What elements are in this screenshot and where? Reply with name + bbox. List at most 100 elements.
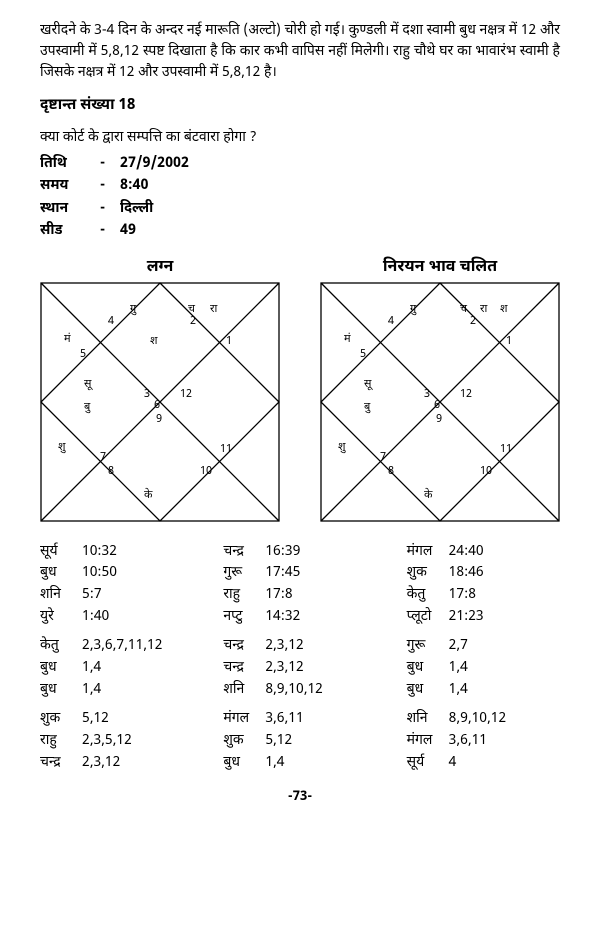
row-value: 1,4	[449, 679, 468, 701]
row-value: 2,3,5,12	[82, 730, 132, 752]
chart-label: 2	[190, 315, 196, 329]
chart-label: 1	[226, 335, 232, 349]
row-value: 10:32	[82, 541, 117, 563]
row-key: मंगल	[407, 730, 449, 752]
body-paragraph: खरीदने के 3-4 दिन के अन्दर नई मारूति (अल…	[40, 20, 560, 83]
chart-nirayan: गुचराश42मं15सू3126बु9शु711810के	[320, 282, 560, 522]
row-value: 18:46	[449, 562, 484, 584]
table-row: सूर्य4	[407, 752, 560, 774]
page-number: -73-	[40, 789, 560, 806]
table-row: शनि8,9,10,12	[223, 679, 376, 701]
table-col-1: सूर्य10:32बुध10:50शनि5:7युरे1:40केतु2,3,…	[40, 541, 193, 774]
table-row: सूर्य10:32	[40, 541, 193, 563]
chart-nirayan-title: निरयन भाव चलित	[320, 257, 560, 278]
table-row: केतु2,3,6,7,11,12	[40, 635, 193, 657]
chart-label: 11	[500, 443, 512, 457]
chart-label: 8	[108, 465, 114, 479]
chart-label: 6	[434, 399, 440, 413]
chart-label: मं	[64, 332, 71, 347]
row-value: 5,12	[265, 730, 292, 752]
row-value: 2,3,6,7,11,12	[82, 635, 162, 657]
row-key: बुध	[407, 679, 449, 701]
chart-label: 10	[200, 465, 212, 479]
table-row: केतु17:8	[407, 584, 560, 606]
dash: -	[100, 175, 120, 197]
table-row: चन्द्र2,3,12	[223, 635, 376, 657]
row-key: केतु	[40, 635, 82, 657]
row-key: बुध	[407, 657, 449, 679]
table-row: शुक18:46	[407, 562, 560, 584]
chart-label: रा	[480, 303, 487, 317]
chart-label: 9	[156, 413, 162, 427]
chart-label: 12	[460, 388, 472, 402]
row-value: 16:39	[265, 541, 300, 563]
table-row: मंगल24:40	[407, 541, 560, 563]
question-text: क्या कोर्ट के द्वारा सम्पत्ति का बंटवारा…	[40, 128, 560, 147]
page: खरीदने के 3-4 दिन के अन्दर नई मारूति (अल…	[0, 0, 600, 826]
chart-label: 4	[388, 315, 394, 329]
time-value: 8:40	[120, 175, 148, 197]
row-value: 2,7	[449, 635, 468, 657]
chart-label: 3	[144, 388, 150, 402]
date-value: 27/9/2002	[120, 153, 189, 175]
place-value: दिल्ली	[120, 198, 153, 220]
row-value: 3,6,11	[265, 708, 303, 730]
table-row: चन्द्र2,3,12	[40, 752, 193, 774]
row-key: प्लूटो	[407, 606, 449, 628]
table-row: शुक5,12	[223, 730, 376, 752]
table-row: प्लूटो21:23	[407, 606, 560, 628]
chart-label: 12	[180, 388, 192, 402]
row-key: केतु	[407, 584, 449, 606]
chart-label: श	[150, 335, 158, 349]
chart-label: 9	[436, 413, 442, 427]
chart-nirayan-block: निरयन भाव चलित गुचराश42मं15सू3126बु9शु71…	[320, 257, 560, 529]
row-key: गुरू	[407, 635, 449, 657]
table-row: बुध10:50	[40, 562, 193, 584]
row-key: राहु	[223, 584, 265, 606]
row-key: चन्द्र	[223, 657, 265, 679]
table-row: गुरू2,7	[407, 635, 560, 657]
row-value: 2,3,12	[265, 635, 303, 657]
seed-value: 49	[120, 220, 136, 242]
chart-label: सू	[84, 378, 93, 392]
chart-label: शु	[58, 441, 66, 455]
date-label: तिथि	[40, 153, 100, 175]
dash: -	[100, 153, 120, 175]
row-key: शनि	[223, 679, 265, 701]
row-value: 5:7	[82, 584, 102, 606]
data-tables: सूर्य10:32बुध10:50शनि5:7युरे1:40केतु2,3,…	[40, 541, 560, 774]
table-row: बुध1,4	[407, 679, 560, 701]
row-value: 24:40	[449, 541, 484, 563]
chart-label: 5	[360, 348, 366, 362]
row-value: 10:50	[82, 562, 117, 584]
chart-label: 7	[380, 451, 386, 465]
table-row: बुध1,4	[40, 679, 193, 701]
info-place: स्थान - दिल्ली	[40, 198, 560, 220]
section-heading: दृष्टान्त संख्या 18	[40, 97, 560, 116]
chart-label: 8	[388, 465, 394, 479]
row-value: 17:8	[265, 584, 292, 606]
row-value: 1,4	[82, 679, 101, 701]
table-row: बुध1,4	[223, 752, 376, 774]
row-key: बुध	[40, 562, 82, 584]
chart-label: गु	[130, 303, 137, 317]
chart-label: श	[500, 303, 508, 317]
chart-label: 1	[506, 335, 512, 349]
chart-label: के	[144, 488, 153, 503]
row-key: बुध	[40, 679, 82, 701]
table-row: नप्टु14:32	[223, 606, 376, 628]
row-value: 5,12	[82, 708, 109, 730]
chart-label: 10	[480, 465, 492, 479]
table-row: शनि5:7	[40, 584, 193, 606]
row-key: चन्द्र	[223, 635, 265, 657]
row-value: 17:8	[449, 584, 476, 606]
row-key: सूर्य	[407, 752, 449, 774]
table-row: शुक5,12	[40, 708, 193, 730]
row-value: 1,4	[265, 752, 284, 774]
row-value: 1,4	[449, 657, 468, 679]
chart-label: 11	[220, 443, 232, 457]
chart-label: 2	[470, 315, 476, 329]
chart-label: 3	[424, 388, 430, 402]
row-key: शनि	[407, 708, 449, 730]
row-value: 14:32	[265, 606, 300, 628]
